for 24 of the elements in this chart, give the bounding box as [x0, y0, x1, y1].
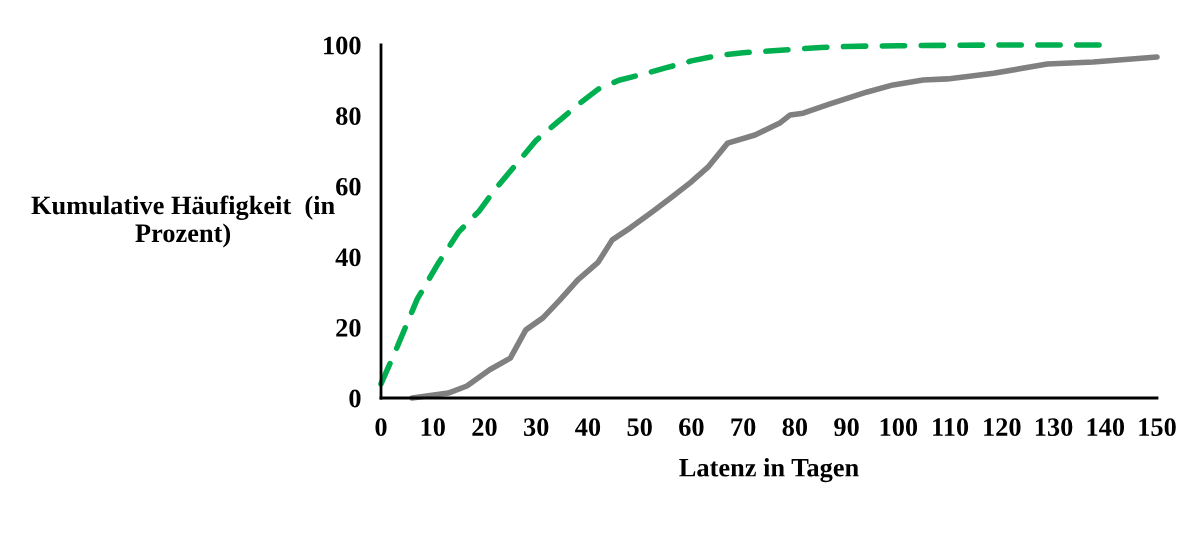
x-tick-label: 20 [472, 418, 497, 437]
x-tick-label: 110 [933, 418, 969, 437]
x-tick-label: 80 [782, 418, 808, 437]
x-tick-label: 0 [375, 418, 387, 437]
x-tick-label: 10 [421, 418, 445, 437]
y-tick-label: 100 [324, 36, 361, 55]
x-tick-label: 60 [679, 418, 704, 437]
x-tick-label: 30 [524, 418, 549, 437]
x-tick-label: 120 [984, 418, 1021, 437]
x-tick-label: 40 [575, 418, 601, 437]
y-tick-label: 80 [336, 107, 361, 126]
y-tick-label: 60 [336, 177, 361, 196]
y-tick-label: 20 [336, 319, 361, 337]
y-tick-label: 0 [349, 389, 361, 408]
x-tick-label: 130 [1035, 418, 1073, 437]
x-tick-label: 50 [627, 418, 652, 437]
x-tick-label: 140 [1087, 418, 1125, 437]
x-tick-label: 100 [880, 418, 918, 437]
x-tick-label: 90 [834, 418, 859, 437]
x-tick-label: 70 [731, 418, 756, 437]
x-tick-label: 150 [1139, 418, 1176, 437]
y-axis-title: Kumulative Häufigkeit (in Prozent) [31, 195, 335, 248]
x-axis-title: Latenz in Tagen [679, 458, 859, 483]
y-tick-label: 40 [335, 248, 361, 267]
